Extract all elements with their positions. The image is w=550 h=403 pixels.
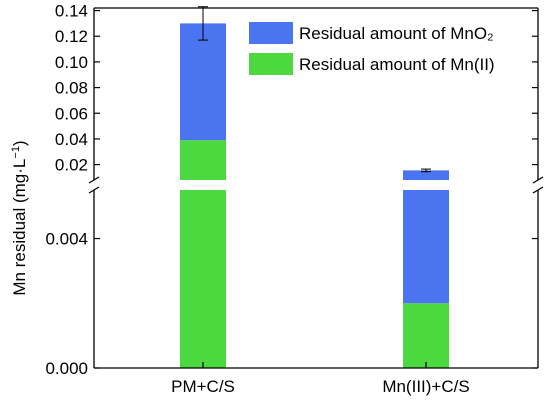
bar-1-1-upper	[403, 170, 449, 180]
break-mark-b-0	[88, 186, 100, 194]
bar-0-1-lower	[403, 303, 449, 368]
legend-label-0: Residual amount of Mn(II)	[299, 55, 495, 74]
break-mark-a-0	[88, 176, 100, 184]
y-tick-label: 0.004	[45, 230, 88, 249]
bar-0-0-lower	[180, 190, 226, 368]
legend-swatch-0	[249, 53, 293, 75]
break-mark-b-1	[532, 186, 544, 194]
y-tick-label: 0.000	[45, 359, 88, 378]
y-tick-label: 0.08	[55, 79, 88, 98]
legend: Residual amount of MnO₂ Residual amount o…	[249, 22, 495, 75]
y-axis-title-end: )	[10, 140, 29, 146]
y-axis-title-sup: −1	[10, 146, 22, 159]
x-tick-label: Mn(III)+C/S	[382, 377, 469, 396]
bar-1-1-lower	[403, 190, 449, 304]
bar-0-0-upper	[180, 140, 226, 180]
y-tick-label: 0.12	[55, 27, 88, 46]
axes-layer: 0.02 0.04 0.06 0.08 0.10 0.12 0.14 0.000 0.004 PM…	[45, 2, 544, 396]
break-mark-a-1	[532, 176, 544, 184]
bars-layer	[94, 6, 538, 368]
y-tick-label: 0.04	[55, 130, 88, 149]
y-axis-title: Mn residual (mg·L−1)	[10, 140, 29, 295]
legend-swatch-1	[249, 22, 293, 44]
legend-label-1: Residual amount of MnO₂	[299, 24, 494, 43]
y-tick-label: 0.06	[55, 104, 88, 123]
y-tick-label: 0.10	[55, 53, 88, 72]
x-tick-label: PM+C/S	[171, 377, 235, 396]
bar-1-0-upper	[180, 23, 226, 141]
y-tick-label: 0.14	[55, 2, 88, 21]
y-axis-title-main: Mn residual (mg·L	[10, 159, 29, 296]
axis-break-gap	[94, 181, 538, 189]
y-tick-label: 0.02	[55, 156, 88, 175]
